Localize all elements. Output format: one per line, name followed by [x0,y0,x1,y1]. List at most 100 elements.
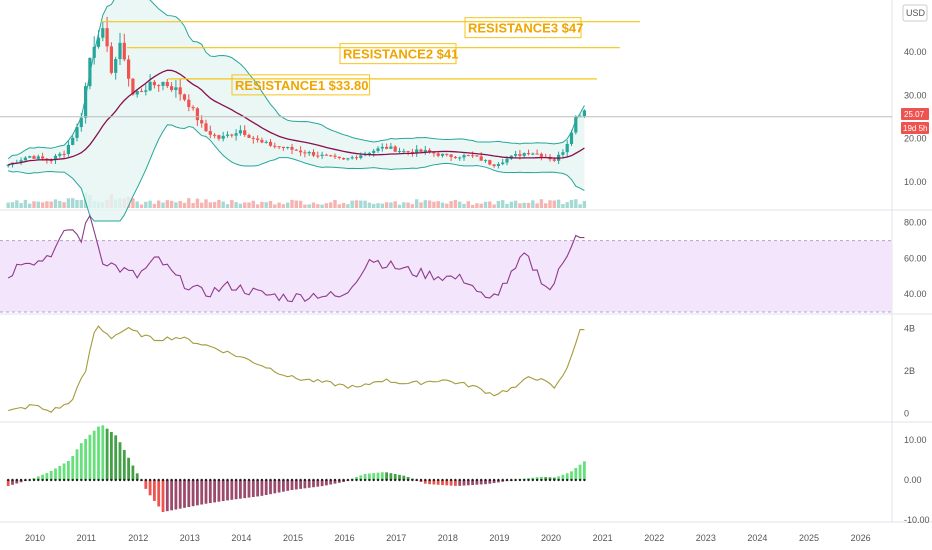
currency-label[interactable]: USD [906,8,926,18]
candle-body-87 [380,146,384,149]
price-tick-2: 30.00 [904,90,927,100]
macd-bar-14 [67,461,70,480]
macd-signal-dot-112 [488,478,491,482]
macd-signal-dot-75 [329,478,332,482]
candle-body-103 [449,154,453,157]
macd-signal-dot-1 [11,478,14,482]
volume-bar-61 [268,200,273,208]
x-tick-2014: 2014 [231,533,251,543]
macd-bar-30 [135,473,139,480]
volume-bar-7 [36,201,40,208]
volume-bar-126 [548,200,552,208]
resistance-box-2 [339,43,457,65]
macd-signal-dot-42 [187,478,190,482]
macd-signal-dot-120 [523,478,526,482]
macd-bar-127 [552,477,556,480]
macd-bar-68 [299,480,302,489]
volume-bar-16 [75,200,79,208]
currency-label-box[interactable] [902,4,928,22]
candle-body-69 [303,152,307,154]
volume-bar-62 [273,204,277,208]
candle-body-85 [372,150,376,153]
volume-bar-52 [230,200,234,208]
macd-bar-33 [148,480,152,496]
macd-signal-dot-26 [118,478,122,482]
macd-bar-62 [273,480,277,494]
candle-body-131 [569,132,574,144]
candle-body-134 [582,110,586,117]
resistance-label-2: RESISTANCE2 $41 [343,47,458,62]
x-tick-2010: 2010 [25,533,45,543]
volume-bar-89 [389,202,393,208]
candle-body-55 [243,130,247,135]
candle-body-19 [88,57,92,87]
macd-bar-48 [213,480,216,503]
x-tick-2018: 2018 [438,533,458,543]
macd-signal-dot-40 [179,478,182,482]
macd-bar-46 [204,480,208,504]
volume-bar-47 [208,202,212,208]
volume-bar-132 [574,199,578,208]
macd-signal-dot-134 [583,478,586,482]
macd-bar-74 [325,480,328,486]
macd-signal-dot-111 [484,478,487,482]
volume-bar-54 [238,203,243,208]
volume-bar-131 [569,199,574,208]
macd-signal-dot-59 [260,478,264,482]
candle-body-6 [32,156,36,159]
candle-body-40 [178,87,182,95]
macd-bar-47 [208,480,212,504]
volume-bar-68 [298,200,303,208]
macd-signal-dot-123 [535,478,539,482]
macd-signal-dot-76 [333,478,337,482]
macd-bar-32 [144,480,148,489]
macd-bar-131 [570,471,573,480]
macd-tick-2: 10.00 [904,435,927,445]
macd-bar-8 [41,474,44,480]
macd-signal-dot-30 [136,478,139,482]
macd-signal-dot-77 [338,478,341,482]
macd-bar-77 [337,480,341,483]
macd-signal-dot-55 [243,478,246,482]
volume-bar-1 [10,202,15,208]
candle-body-38 [170,86,174,91]
volume-bar-76 [333,199,337,208]
macd-bar-11 [54,468,57,480]
macd-signal-dot-18 [84,478,87,482]
volume-bar-90 [393,201,397,208]
macd-bar-83 [363,473,367,480]
volume-bar-43 [191,203,195,208]
macd-bar-41 [183,480,186,508]
volume-bar-75 [329,202,333,208]
volume-bar-55 [243,202,247,208]
macd-signal-dot-90 [394,478,397,482]
macd-signal-dot-84 [368,478,371,482]
volume-bar-118 [513,200,518,208]
volume-bar-83 [363,200,367,208]
volume-bar-9 [45,201,49,208]
candle-body-102 [445,153,449,155]
macd-signal-dot-122 [531,478,534,482]
candle-body-104 [453,156,457,158]
macd-signal-dot-130 [566,478,569,482]
volume-bar-116 [505,203,509,208]
candle-body-36 [161,81,165,86]
macd-bar-134 [583,461,586,480]
macd-signal-dot-94 [411,478,414,482]
macd-signal-dot-62 [273,478,276,482]
macd-signal-dot-51 [226,478,229,482]
volume-bar-133 [578,204,582,208]
macd-signal-dot-28 [127,478,130,482]
volume-bar-86 [376,203,380,208]
macd-bar-55 [243,480,247,499]
volume-bar-5 [28,203,32,208]
obv-tick-2: 4B [904,324,915,334]
volume-bar-114 [496,201,501,208]
sma-line-group [8,69,585,166]
macd-signal-dot-133 [578,478,582,482]
volume-bar-112 [488,201,492,208]
macd-signal-dot-88 [385,478,388,482]
volume-bar-51 [225,204,230,208]
volume-bar-113 [492,204,496,208]
